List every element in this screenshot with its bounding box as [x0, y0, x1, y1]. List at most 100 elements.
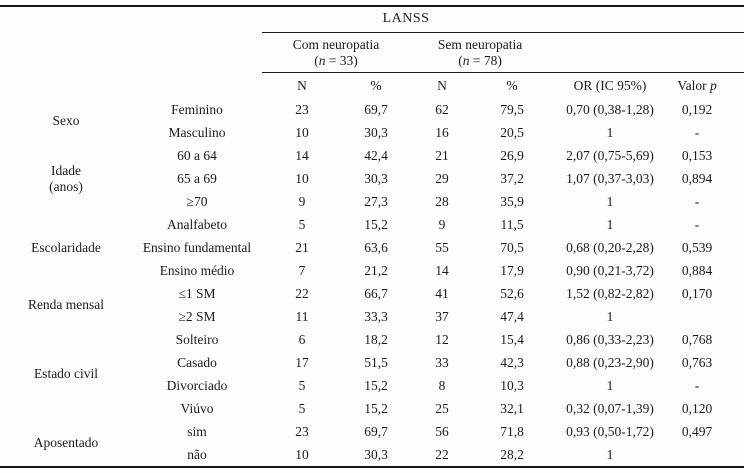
cell-valor-p: - — [694, 124, 700, 140]
cell-pct-com: 69,7 — [364, 423, 388, 439]
table-row: não 10 30,3 22 28,2 1 — [0, 443, 744, 467]
subheader-right-spacer — [550, 32, 744, 73]
cell-n-com: 10 — [295, 124, 309, 140]
cell-pct-com: 15,2 — [364, 216, 388, 232]
cell-or-ic: 2,07 (0,75-5,69) — [566, 147, 654, 163]
row-label: não — [187, 446, 207, 462]
row-label: Masculino — [168, 124, 226, 140]
group-label: Idade (anos) — [49, 162, 83, 194]
table-row: Masculino 10 30,3 16 20,5 1 - — [0, 121, 744, 144]
cell-valor-p — [670, 305, 744, 328]
table-row: Viúvo 5 15,2 25 32,1 0,32 (0,07-1,39) 0,120 — [0, 397, 744, 420]
cell-or-ic: 1 — [606, 193, 614, 209]
column-header-or-ic: OR (IC 95%) — [573, 77, 647, 93]
table-row: ≥2 SM 11 33,3 37 47,4 1 — [0, 305, 744, 328]
cell-n-sem: 12 — [435, 331, 449, 347]
cell-pct-sem: 79,5 — [500, 101, 524, 117]
row-label: sim — [187, 423, 207, 439]
cell-n-sem: 62 — [435, 101, 449, 117]
cell-or-ic: 0,70 (0,38-1,28) — [566, 101, 654, 117]
row-label: 60 a 64 — [177, 147, 217, 163]
cell-n-com: 17 — [295, 354, 309, 370]
cell-n-sem: 56 — [435, 423, 449, 439]
cell-pct-sem: 20,5 — [500, 124, 524, 140]
cell-n-com: 5 — [298, 400, 306, 416]
group-label: Escolaridade — [31, 239, 101, 255]
cell-pct-sem: 28,2 — [500, 446, 524, 462]
cell-pct-sem: 37,2 — [500, 170, 524, 186]
group-label: Aposentado — [33, 435, 99, 451]
lanss-statistics-table: LANSS Com neuropatia (n = 33) Sem neurop… — [0, 5, 744, 468]
table-row: Aposentado sim 23 69,7 56 71,8 0,93 (0,50-1,72… — [0, 420, 744, 451]
row-label: Viúvo — [180, 400, 214, 416]
cell-pct-com: 66,7 — [364, 285, 388, 301]
title-row-right-spacer — [550, 6, 744, 33]
group-com-neuropatia-header: Com neuropatia (n = 33) — [262, 32, 410, 73]
table-row: Ensino médio 7 21,2 14 17,9 0,90 (0,21-3,72) 0… — [0, 259, 744, 282]
row-label: Feminino — [171, 101, 223, 117]
table-header: LANSS Com neuropatia (n = 33) Sem neurop… — [0, 6, 744, 98]
group-sem-neuropatia-label: Sem neuropatia — [437, 36, 523, 52]
column-header-n-sem: N — [437, 77, 447, 93]
cell-pct-sem: 17,9 — [500, 262, 524, 278]
table-row: Ensino fundamental 21 63,6 55 70,5 0,68 (0,20… — [0, 236, 744, 259]
cell-valor-p: 0,120 — [681, 400, 713, 416]
cell-or-ic: 1 — [606, 216, 614, 232]
cell-pct-com: 69,7 — [364, 101, 388, 117]
cell-or-ic: 1 — [606, 377, 614, 393]
cell-n-com: 23 — [295, 423, 309, 439]
cell-pct-com: 51,5 — [364, 354, 388, 370]
cell-n-sem: 25 — [435, 400, 449, 416]
cell-n-com: 21 — [295, 239, 309, 255]
cell-pct-sem: 26,9 — [500, 147, 524, 163]
cell-or-ic: 0,86 (0,33-2,23) — [566, 331, 654, 347]
row-label: ≥2 SM — [178, 308, 216, 324]
group-label: Renda mensal — [27, 297, 105, 313]
cell-or-ic: 0,32 (0,07-1,39) — [566, 400, 654, 416]
row-label: 65 a 69 — [177, 170, 217, 186]
cell-pct-sem: 42,3 — [500, 354, 524, 370]
cell-pct-sem: 32,1 — [500, 400, 524, 416]
cell-valor-p: 0,153 — [681, 147, 713, 163]
cell-n-sem: 14 — [435, 262, 449, 278]
row-label: Ensino fundamental — [142, 239, 252, 255]
cell-n-sem: 55 — [435, 239, 449, 255]
cell-pct-com: 27,3 — [364, 193, 388, 209]
cell-pct-sem: 35,9 — [500, 193, 524, 209]
cell-valor-p: - — [694, 377, 700, 393]
table-row: ≥70 9 27,3 28 35,9 1 - — [0, 190, 744, 213]
group-com-neuropatia-label: Com neuropatia — [292, 36, 380, 52]
cell-valor-p: 0,192 — [681, 101, 713, 117]
group-label: Estado civil — [33, 366, 99, 382]
cell-n-sem: 9 — [438, 216, 446, 232]
group-com-neuropatia-n: (n = 33) — [314, 52, 358, 68]
row-label: Solteiro — [175, 331, 219, 347]
cell-pct-com: 15,2 — [364, 400, 388, 416]
cell-pct-sem: 71,8 — [500, 423, 524, 439]
cell-n-com: 23 — [295, 101, 309, 117]
column-header-row: N % N % OR (IC 95%) Valor p — [0, 73, 744, 99]
cell-pct-sem: 70,5 — [500, 239, 524, 255]
cell-or-ic: 0,90 (0,21-3,72) — [566, 262, 654, 278]
cell-pct-sem: 10,3 — [500, 377, 524, 393]
cell-pct-com: 15,2 — [364, 377, 388, 393]
cell-valor-p: - — [694, 193, 700, 209]
cell-n-com: 22 — [295, 285, 309, 301]
cell-or-ic: 1 — [606, 308, 614, 324]
cell-pct-com: 30,3 — [364, 170, 388, 186]
cell-n-com: 6 — [298, 331, 306, 347]
cell-pct-sem: 15,4 — [500, 331, 524, 347]
cell-n-com: 14 — [295, 147, 309, 163]
table-row: Estado civil Solteiro 6 18,2 12 15,4 0,86 (0,3… — [0, 328, 744, 382]
cell-valor-p: 0,539 — [681, 239, 713, 255]
cell-valor-p: 0,497 — [681, 423, 713, 439]
cell-n-sem: 8 — [438, 377, 446, 393]
cell-n-sem: 28 — [435, 193, 449, 209]
cell-pct-sem: 52,6 — [500, 285, 524, 301]
cell-n-com: 9 — [298, 193, 306, 209]
group-sem-neuropatia-n: (n = 78) — [458, 52, 502, 68]
group-sem-neuropatia-header: Sem neuropatia (n = 78) — [410, 32, 551, 73]
cell-valor-p — [670, 443, 744, 467]
cell-valor-p: - — [694, 216, 700, 232]
